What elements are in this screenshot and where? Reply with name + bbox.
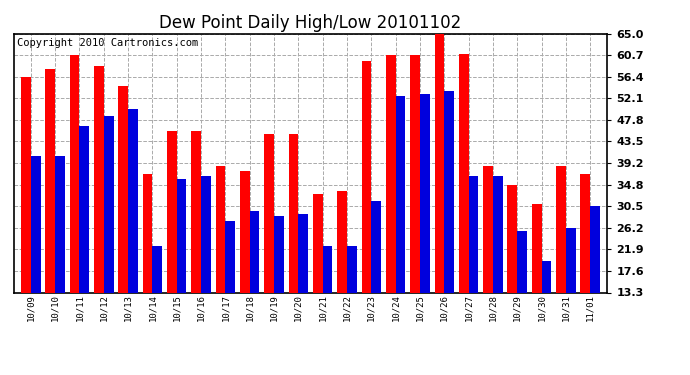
Bar: [104, 116, 114, 359]
Bar: [201, 176, 210, 359]
Bar: [435, 34, 444, 359]
Bar: [459, 54, 469, 359]
Bar: [119, 86, 128, 359]
Bar: [371, 201, 381, 359]
Bar: [444, 91, 454, 359]
Text: Copyright 2010 Cartronics.com: Copyright 2010 Cartronics.com: [17, 38, 198, 48]
Bar: [337, 191, 347, 359]
Bar: [191, 131, 201, 359]
Bar: [128, 109, 138, 359]
Bar: [31, 156, 41, 359]
Bar: [323, 246, 333, 359]
Bar: [313, 194, 323, 359]
Bar: [55, 156, 65, 359]
Bar: [152, 246, 162, 359]
Bar: [483, 166, 493, 359]
Bar: [143, 174, 152, 359]
Bar: [411, 55, 420, 359]
Bar: [518, 231, 527, 359]
Bar: [264, 134, 274, 359]
Bar: [46, 69, 55, 359]
Bar: [298, 214, 308, 359]
Bar: [420, 94, 430, 359]
Bar: [566, 228, 575, 359]
Bar: [507, 185, 518, 359]
Bar: [274, 216, 284, 359]
Bar: [386, 55, 395, 359]
Bar: [250, 211, 259, 359]
Bar: [590, 206, 600, 359]
Bar: [556, 166, 566, 359]
Bar: [347, 246, 357, 359]
Bar: [288, 134, 298, 359]
Bar: [362, 61, 371, 359]
Bar: [167, 131, 177, 359]
Bar: [70, 55, 79, 359]
Bar: [469, 176, 478, 359]
Bar: [216, 166, 226, 359]
Bar: [493, 176, 502, 359]
Bar: [177, 179, 186, 359]
Bar: [532, 204, 542, 359]
Bar: [395, 96, 405, 359]
Bar: [21, 77, 31, 359]
Bar: [542, 261, 551, 359]
Bar: [94, 66, 104, 359]
Bar: [580, 174, 590, 359]
Title: Dew Point Daily High/Low 20101102: Dew Point Daily High/Low 20101102: [159, 14, 462, 32]
Bar: [226, 221, 235, 359]
Bar: [240, 171, 250, 359]
Bar: [79, 126, 89, 359]
